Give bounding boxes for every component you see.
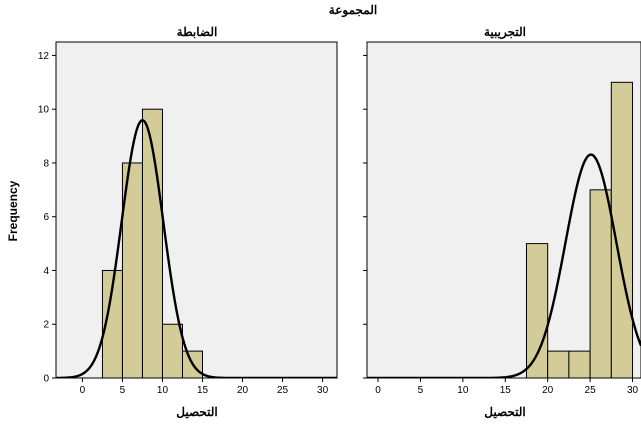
panel-experimental: التجريبية التحصيل 0 5 10 15 20 25 30 <box>363 25 641 419</box>
chart-title: المجموعة <box>329 3 377 18</box>
histogram-bar <box>589 189 612 378</box>
panel-title-control: الضابطة <box>177 25 218 39</box>
x-tick-label: 20 <box>237 385 249 396</box>
y-tick-label: 0 <box>43 374 49 385</box>
histogram-bar <box>161 323 183 378</box>
x-tick-label: 10 <box>157 385 169 396</box>
panel-title-experimental: التجريبية <box>484 25 526 40</box>
y-tick-label: 10 <box>38 105 50 116</box>
x-axis-label-experimental: التحصيل <box>484 405 525 419</box>
x-tick-label: 30 <box>627 385 639 396</box>
histogram-bar <box>525 243 549 378</box>
x-tick-label: 15 <box>197 385 209 396</box>
normal-curve <box>56 119 337 378</box>
plot-frame <box>55 41 338 379</box>
y-tick-label: 12 <box>38 51 50 62</box>
x-tick-label: 25 <box>585 385 597 396</box>
y-tick-label: 8 <box>43 158 49 169</box>
x-tick-label: 10 <box>457 385 469 396</box>
plot-area <box>56 108 337 378</box>
x-tick-label: 5 <box>418 385 424 396</box>
x-axis-label-control: التحصيل <box>176 405 217 419</box>
y-tick-label: 4 <box>43 266 49 277</box>
x-tick-label: 0 <box>80 385 86 396</box>
x-tick-label: 5 <box>120 385 126 396</box>
x-tick-label: 20 <box>542 385 554 396</box>
normal-curve <box>367 153 641 378</box>
histogram-bar <box>547 350 570 378</box>
plot-area <box>367 81 641 378</box>
y-tick-label: 6 <box>43 212 49 223</box>
y-tick-label: 2 <box>43 320 49 331</box>
x-tick-label: 15 <box>500 385 512 396</box>
plot-background <box>56 42 337 378</box>
panel-control: الضابطة التحصيل 0 5 10 15 20 25 30 0 2 4 6 8 10 12 <box>38 25 338 419</box>
plot-frame <box>366 41 641 379</box>
y-axis-label: Frequency <box>6 180 20 241</box>
x-tick-label: 30 <box>317 385 329 396</box>
histogram-bar <box>568 350 591 378</box>
x-tick-label: 0 <box>375 385 381 396</box>
x-tick-label: 25 <box>277 385 289 396</box>
